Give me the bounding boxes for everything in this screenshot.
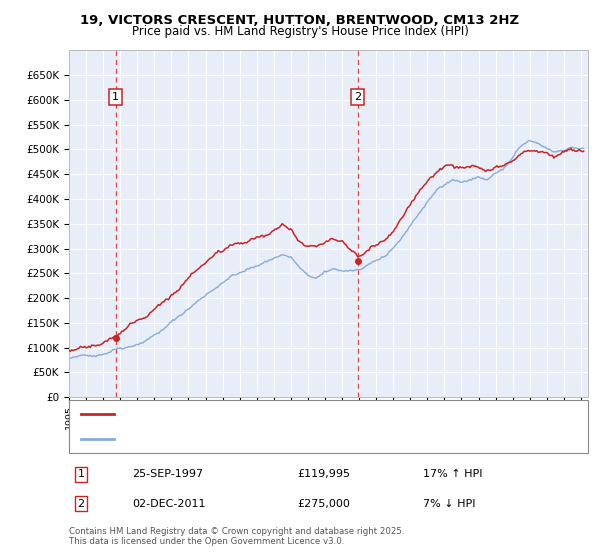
Text: 7% ↓ HPI: 7% ↓ HPI	[423, 498, 476, 508]
Text: 2: 2	[77, 498, 85, 508]
Text: Price paid vs. HM Land Registry's House Price Index (HPI): Price paid vs. HM Land Registry's House …	[131, 25, 469, 38]
Text: £119,995: £119,995	[297, 469, 350, 479]
Text: 2: 2	[354, 92, 361, 102]
Text: 1: 1	[77, 469, 85, 479]
Text: 1: 1	[112, 92, 119, 102]
Text: £275,000: £275,000	[297, 498, 350, 508]
Text: 17% ↑ HPI: 17% ↑ HPI	[423, 469, 482, 479]
Text: 19, VICTORS CRESCENT, HUTTON, BRENTWOOD, CM13 2HZ: 19, VICTORS CRESCENT, HUTTON, BRENTWOOD,…	[80, 14, 520, 27]
Text: 25-SEP-1997: 25-SEP-1997	[132, 469, 203, 479]
Text: 02-DEC-2011: 02-DEC-2011	[132, 498, 205, 508]
Text: Contains HM Land Registry data © Crown copyright and database right 2025.
This d: Contains HM Land Registry data © Crown c…	[69, 526, 404, 546]
Text: HPI: Average price, semi-detached house, Brentwood: HPI: Average price, semi-detached house,…	[120, 434, 386, 444]
Text: 19, VICTORS CRESCENT, HUTTON, BRENTWOOD, CM13 2HZ (semi-detached house): 19, VICTORS CRESCENT, HUTTON, BRENTWOOD,…	[120, 409, 536, 419]
